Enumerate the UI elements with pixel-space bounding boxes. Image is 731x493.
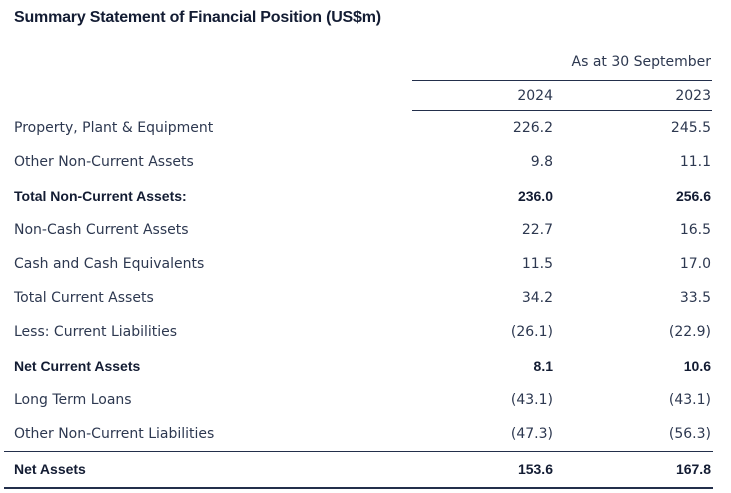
row-value-2024: 34.2: [521, 290, 553, 306]
row-value-2024: (26.1): [510, 324, 553, 340]
net-assets-bottom-rule: [4, 486, 713, 489]
row-value-2024: (43.1): [510, 392, 553, 408]
column-header-2024: 2024: [517, 87, 553, 104]
period-header-row: As at 30 September: [0, 54, 731, 71]
row-label: Total Non-Current Assets:: [14, 188, 187, 204]
row-value-2023: (43.1): [668, 392, 711, 408]
column-header-2023: 2023: [675, 87, 711, 104]
row-value-2024: (47.3): [510, 426, 553, 442]
row-value-2023: 167.8: [675, 461, 711, 478]
row-label: Total Current Assets: [14, 290, 154, 306]
net-assets-top-rule: [4, 451, 713, 452]
row-value-2024: 226.2: [512, 120, 553, 136]
table-row-property-plant-equipment: Property, Plant & Equipment 226.2 245.5: [0, 111, 731, 145]
row-value-2023: 33.5: [679, 290, 711, 306]
row-label: Net Assets: [14, 461, 86, 478]
row-value-2024: 153.6: [517, 461, 553, 478]
row-value-2023: 245.5: [670, 120, 711, 136]
row-value-2023: 256.6: [675, 188, 711, 204]
row-label: Other Non-Current Assets: [14, 154, 194, 170]
row-value-2024: 236.0: [517, 188, 553, 204]
year-header-row: 2024 2023: [0, 81, 731, 110]
row-value-2024: 22.7: [521, 222, 553, 238]
row-value-2023: 11.1: [679, 154, 711, 170]
row-value-2023: 16.5: [679, 222, 711, 238]
table-row-non-cash-current-assets: Non-Cash Current Assets 22.7 16.5: [0, 213, 731, 247]
row-label: Other Non-Current Liabilities: [14, 426, 215, 442]
row-value-2024: 11.5: [521, 256, 553, 272]
header-top-rule: [412, 80, 712, 81]
table-row-long-term-loans: Long Term Loans (43.1) (43.1): [0, 383, 731, 417]
row-label: Cash and Cash Equivalents: [14, 256, 205, 272]
table-row-total-non-current-assets: Total Non-Current Assets: 236.0 256.6: [0, 179, 731, 213]
row-label: Long Term Loans: [14, 392, 132, 408]
row-label: Property, Plant & Equipment: [14, 120, 214, 136]
row-label: Net Current Assets: [14, 358, 141, 374]
page-title: Summary Statement of Financial Position …: [14, 9, 381, 26]
row-label: Less: Current Liabilities: [14, 324, 178, 340]
row-value-2024: 8.1: [533, 358, 553, 374]
header-bottom-rule: [412, 110, 712, 111]
table-row-less-current-liabilities: Less: Current Liabilities (26.1) (22.9): [0, 315, 731, 349]
table-row-net-assets: Net Assets 153.6 167.8: [0, 452, 731, 487]
table-row-other-non-current-liabilities: Other Non-Current Liabilities (47.3) (56…: [0, 417, 731, 451]
period-header-label: As at 30 September: [571, 54, 712, 70]
row-value-2023: (22.9): [668, 324, 711, 340]
table-row-other-non-current-assets: Other Non-Current Assets 9.8 11.1: [0, 145, 731, 179]
row-value-2023: 17.0: [679, 256, 711, 272]
row-label: Non-Cash Current Assets: [14, 222, 189, 238]
table-row-total-current-assets: Total Current Assets 34.2 33.5: [0, 281, 731, 315]
table-row-net-current-assets: Net Current Assets 8.1 10.6: [0, 349, 731, 383]
row-value-2023: 10.6: [683, 358, 711, 374]
table-row-cash-and-cash-equivalents: Cash and Cash Equivalents 11.5 17.0: [0, 247, 731, 281]
row-value-2024: 9.8: [530, 154, 553, 170]
row-value-2023: (56.3): [668, 426, 711, 442]
